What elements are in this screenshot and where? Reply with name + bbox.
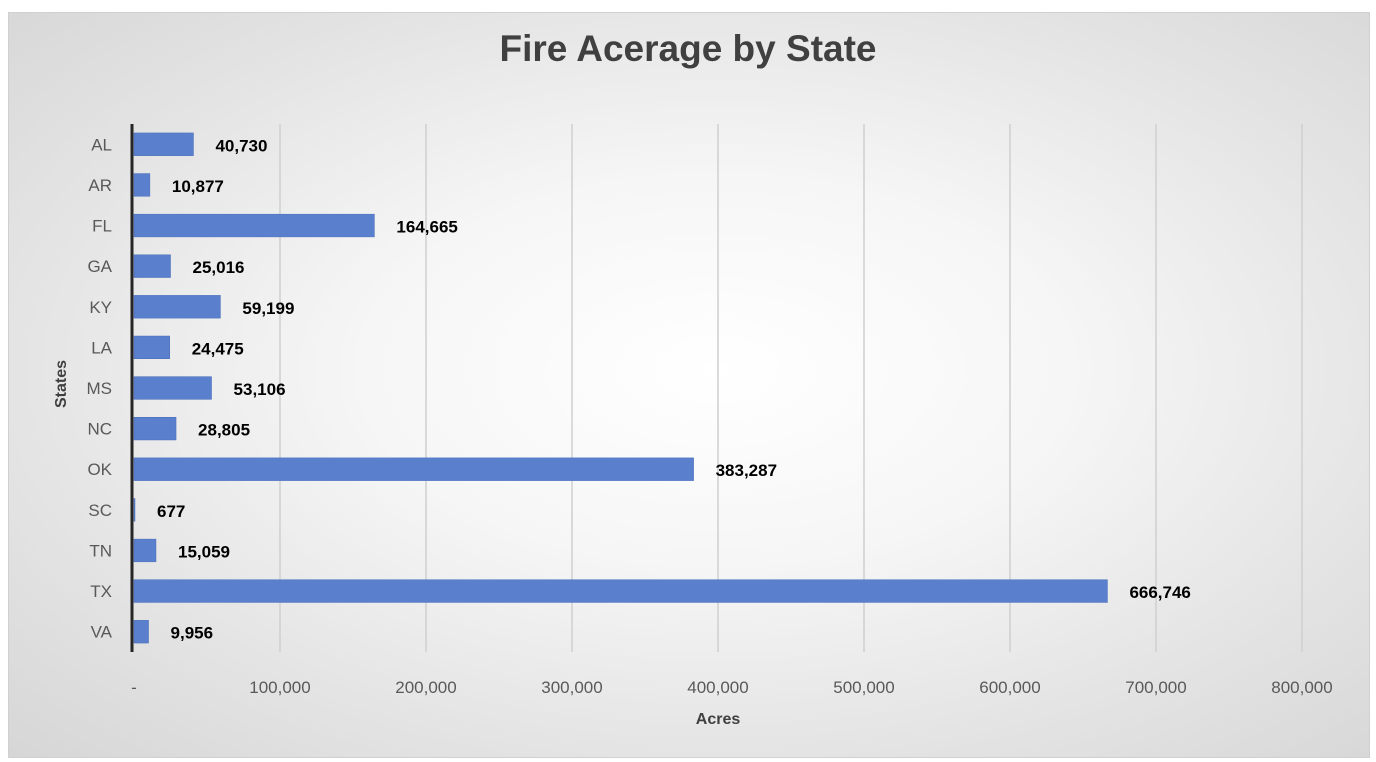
data-label: 24,475: [192, 339, 244, 358]
gridlines: [279, 124, 1303, 652]
data-label: 53,106: [234, 380, 286, 399]
bar: [133, 295, 221, 319]
bar: [133, 132, 194, 156]
bar: [133, 173, 151, 197]
bar: [133, 254, 171, 278]
x-axis-title: Acres: [695, 711, 741, 728]
x-tick-label: 100,000: [249, 678, 310, 697]
data-label: 383,287: [716, 461, 777, 480]
bar: [133, 213, 375, 238]
y-tick-label: FL: [92, 217, 112, 236]
data-label: 40,730: [215, 136, 267, 155]
y-tick-label: TN: [89, 541, 112, 560]
x-tick-label: 200,000: [395, 678, 456, 697]
y-tick-label: KY: [89, 298, 112, 317]
bar: [133, 416, 177, 441]
y-tick-label: LA: [91, 338, 112, 357]
y-tick-label: AL: [91, 135, 112, 154]
x-tick-label: 400,000: [687, 678, 748, 697]
x-tick-label: 700,000: [1125, 678, 1186, 697]
data-label: 59,199: [242, 299, 294, 318]
y-tick-label: AR: [88, 176, 112, 195]
x-tick-label: -: [131, 678, 137, 697]
data-label: 28,805: [198, 421, 250, 440]
y-tick-label: GA: [87, 257, 112, 276]
y-tick-label: NC: [87, 420, 112, 439]
data-label: 10,877: [172, 177, 224, 196]
bar: [133, 620, 149, 644]
x-tick-label: 600,000: [979, 678, 1040, 697]
bar: [133, 538, 157, 563]
bar: [133, 498, 136, 522]
y-tick-label: MS: [87, 379, 113, 398]
data-label: 9,956: [171, 624, 214, 643]
x-tick-label: 300,000: [541, 678, 602, 697]
bar: [133, 457, 694, 481]
x-tick-label: 800,000: [1271, 678, 1332, 697]
data-label: 25,016: [193, 258, 245, 277]
y-tick-label: VA: [91, 623, 113, 642]
bar: [133, 376, 212, 400]
data-label: 164,665: [396, 218, 457, 237]
x-tick-label: 500,000: [833, 678, 894, 697]
y-tick-label: TX: [90, 582, 112, 601]
chart-title: Fire Acerage by State: [499, 28, 877, 69]
data-label: 677: [157, 502, 185, 521]
y-tick-label: SC: [88, 501, 112, 520]
labels: - 100,000 200,000 300,000 400,000 500,000 600,…: [87, 135, 1333, 697]
data-label: 15,059: [178, 542, 230, 561]
chart-area: [8, 12, 1370, 758]
bars: [133, 132, 1108, 644]
bar: [133, 335, 170, 360]
y-tick-label: OK: [87, 460, 112, 479]
bar: [133, 579, 1108, 603]
data-label: 666,746: [1129, 583, 1190, 602]
